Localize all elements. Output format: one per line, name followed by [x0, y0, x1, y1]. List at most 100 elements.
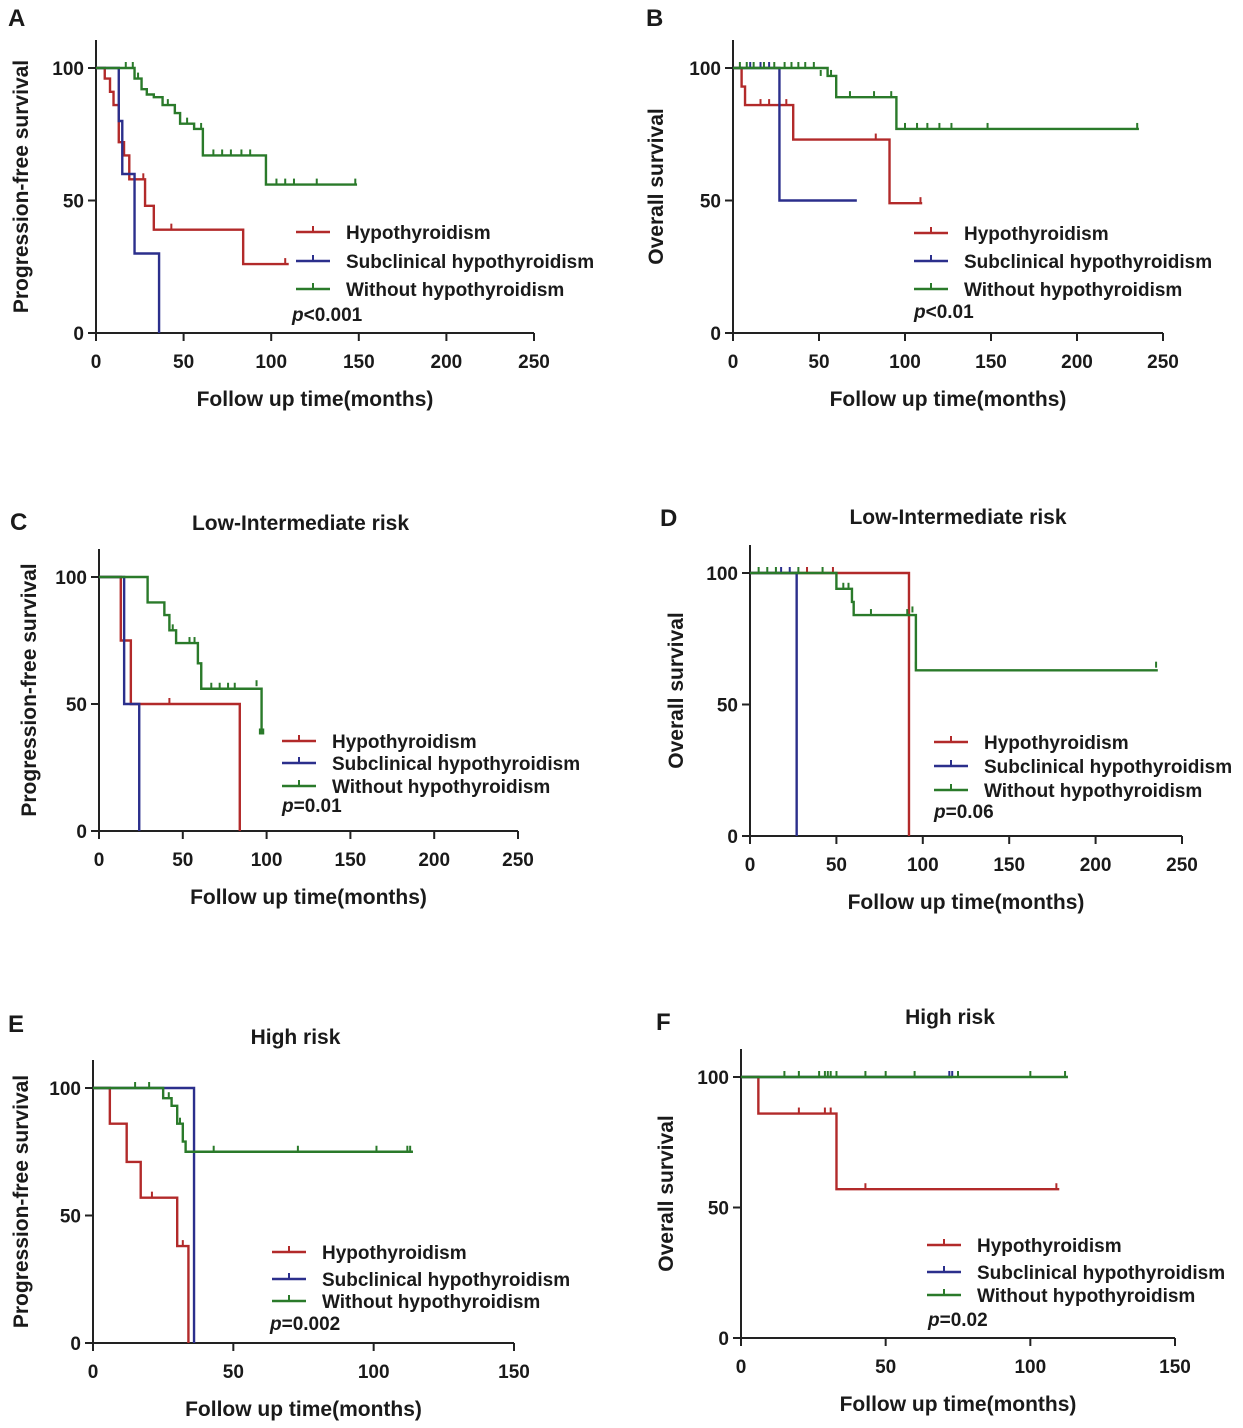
- y-tick-label: 100: [52, 59, 84, 80]
- series-hypothyroidism: [96, 66, 289, 266]
- y-tick-label: 0: [727, 827, 738, 848]
- x-tick-label: 250: [1147, 352, 1179, 373]
- p-value: p=0.002: [269, 1314, 340, 1335]
- survival-curve: [750, 571, 798, 836]
- series-hypothyroidism: [733, 66, 923, 205]
- legend-label: Without hypothyroidism: [332, 777, 550, 798]
- x-tick-label: 100: [255, 352, 287, 373]
- p-value: p<0.001: [291, 305, 363, 326]
- x-axis-label: Follow up time(months): [830, 388, 1067, 411]
- p-value: p=0.02: [927, 1310, 988, 1331]
- legend-label: Hypothyroidism: [977, 1236, 1122, 1257]
- series-without: [96, 62, 358, 186]
- y-tick-label: 50: [63, 192, 84, 213]
- series-hypothyroidism: [750, 567, 911, 836]
- survival-curve: [93, 1086, 190, 1343]
- x-tick-label: 50: [173, 352, 194, 373]
- y-axis-label: Overall survival: [665, 612, 688, 768]
- panel-f: F High risk 0 50 100 150 0 50 100 Follow up time(…: [655, 1006, 1225, 1416]
- legend-label: Hypothyroidism: [332, 732, 477, 753]
- legend-label: Hypothyroidism: [984, 733, 1129, 754]
- y-tick-label: 0: [70, 1334, 81, 1355]
- y-tick-label: 100: [55, 568, 87, 589]
- survival-curve: [733, 66, 857, 202]
- y-tick-label: 100: [49, 1079, 81, 1100]
- legend-label: Subclinical hypothyroidism: [977, 1263, 1225, 1284]
- p-symbol: p: [281, 796, 294, 817]
- survival-curve: [93, 1086, 196, 1343]
- panel-d: D Low-Intermediate risk 0 50 100 150 200 250 0 50…: [660, 505, 1232, 914]
- y-tick-label: 50: [708, 1199, 729, 1220]
- survival-curve: [96, 66, 358, 186]
- survival-curve: [733, 66, 923, 205]
- panel-letter: E: [8, 1011, 24, 1038]
- survival-curve: [99, 575, 141, 831]
- y-tick-label: 100: [689, 59, 721, 80]
- series-without: [733, 62, 1139, 131]
- legend-label: Without hypothyroidism: [322, 1292, 540, 1313]
- y-tick-label: 50: [700, 192, 721, 213]
- x-tick-label: 0: [91, 352, 102, 373]
- p-value: p=0.06: [933, 802, 994, 823]
- survival-curve: [96, 66, 161, 333]
- x-tick-label: 50: [875, 1357, 896, 1378]
- x-tick-label: 150: [975, 352, 1007, 373]
- survival-curve: [96, 66, 289, 266]
- p-value-text: =0.02: [940, 1310, 988, 1331]
- panel-e: E High risk 0 50 100 150 0 50 100 Follow up time(…: [8, 1011, 570, 1421]
- y-tick-label: 50: [66, 695, 87, 716]
- x-axis-label: Follow up time(months): [185, 1398, 422, 1421]
- p-symbol: p: [269, 1314, 282, 1335]
- p-value-text: <0.01: [926, 302, 975, 323]
- series-without: [750, 567, 1158, 672]
- legend-label: Without hypothyroidism: [984, 781, 1202, 802]
- x-tick-label: 200: [1080, 855, 1112, 876]
- x-tick-label: 0: [745, 855, 756, 876]
- survival-curve: [93, 1086, 413, 1153]
- x-tick-label: 50: [172, 850, 193, 871]
- p-value-text: =0.01: [294, 796, 343, 817]
- y-tick-label: 100: [697, 1068, 729, 1089]
- x-axis-label: Follow up time(months): [848, 891, 1085, 914]
- p-value: p=0.01: [281, 796, 342, 817]
- p-symbol: p: [291, 305, 304, 326]
- x-tick-label: 150: [1159, 1357, 1191, 1378]
- legend: Hypothyroidism Subclinical hypothyroidism…: [927, 1236, 1225, 1307]
- x-tick-label: 0: [94, 850, 105, 871]
- y-axis-label: Overall survival: [655, 1115, 678, 1271]
- y-axis-label: Progression-free survival: [10, 1075, 33, 1328]
- series-subclinical: [99, 575, 141, 831]
- y-tick-label: 50: [717, 696, 738, 717]
- x-tick-label: 200: [418, 850, 450, 871]
- y-tick-label: 0: [73, 324, 84, 345]
- panel-letter: F: [656, 1009, 671, 1036]
- x-tick-label: 100: [889, 352, 921, 373]
- y-axis-label: Progression-free survival: [10, 60, 33, 313]
- panel-a: A 0 50 100 150 200 250 0 50 100 Follow up time(mon…: [8, 5, 594, 411]
- p-value-text: =0.002: [282, 1314, 341, 1335]
- series-subclinical: [93, 1086, 196, 1343]
- series-subclinical: [96, 66, 161, 333]
- x-tick-label: 200: [431, 352, 463, 373]
- legend-label: Hypothyroidism: [346, 223, 491, 244]
- panel-title: Low-Intermediate risk: [849, 506, 1066, 529]
- series-hypothyroidism: [741, 1075, 1060, 1191]
- p-symbol: p: [913, 302, 926, 323]
- x-tick-label: 100: [1014, 1357, 1046, 1378]
- panel-letter: C: [10, 509, 27, 536]
- x-tick-label: 150: [498, 1362, 530, 1383]
- legend-label: Without hypothyroidism: [977, 1286, 1195, 1307]
- x-tick-label: 150: [993, 855, 1025, 876]
- legend-label: Without hypothyroidism: [346, 280, 564, 301]
- panel-title: Low-Intermediate risk: [192, 512, 409, 535]
- series-hypothyroidism: [93, 1086, 190, 1343]
- series-without: [741, 1071, 1068, 1079]
- p-symbol: p: [933, 802, 946, 823]
- series-without: [93, 1082, 413, 1153]
- x-tick-label: 0: [88, 1362, 99, 1383]
- y-tick-label: 0: [718, 1329, 729, 1350]
